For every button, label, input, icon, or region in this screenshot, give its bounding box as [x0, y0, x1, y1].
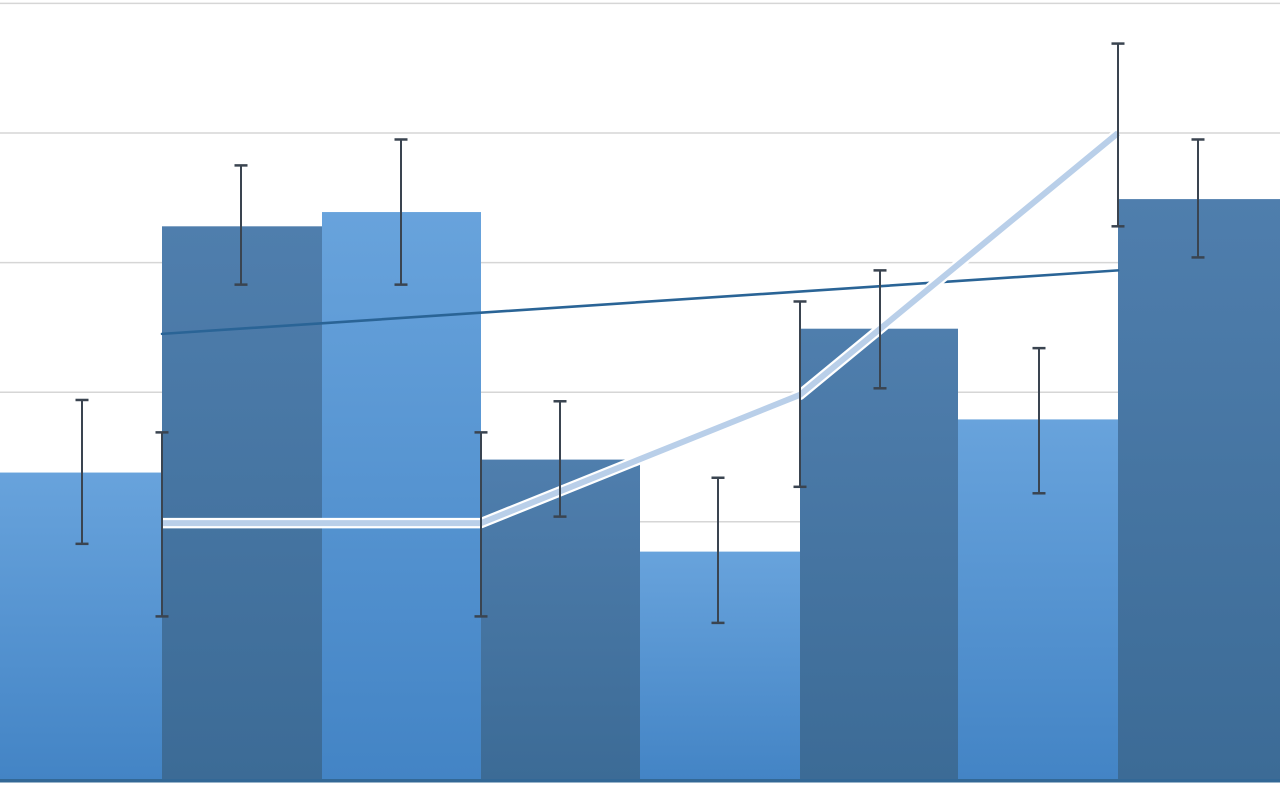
error-bar — [1191, 138, 1205, 259]
error-bar — [394, 138, 408, 286]
bar — [640, 551, 800, 780]
error-bar — [1032, 346, 1046, 495]
bar — [322, 212, 481, 780]
x-axis-line — [0, 779, 1280, 783]
error-bar — [474, 431, 488, 618]
error-bar — [873, 269, 887, 390]
error-bar — [553, 400, 567, 518]
error-bar — [711, 476, 725, 625]
thick-trend-line — [162, 130, 1120, 527]
error-bar — [234, 164, 248, 286]
bar — [1118, 199, 1280, 780]
bar — [162, 226, 322, 780]
bar — [800, 328, 958, 780]
thin-trend-line — [160, 269, 1120, 336]
error-bar — [793, 300, 807, 489]
error-bar — [155, 431, 169, 618]
error-bar — [75, 398, 89, 546]
error-bar — [1111, 42, 1125, 228]
